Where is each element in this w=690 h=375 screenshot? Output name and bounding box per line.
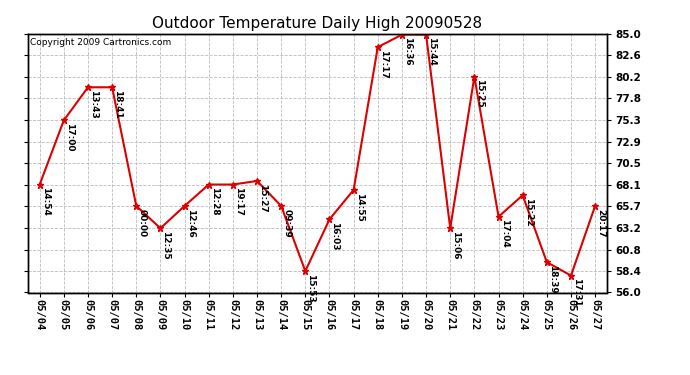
Text: 17:04: 17:04 — [500, 219, 509, 248]
Text: 18:39: 18:39 — [548, 265, 557, 294]
Text: 20:17: 20:17 — [596, 209, 605, 237]
Text: Copyright 2009 Cartronics.com: Copyright 2009 Cartronics.com — [30, 38, 172, 46]
Text: 15:44: 15:44 — [427, 38, 436, 66]
Text: 12:46: 12:46 — [186, 209, 195, 237]
Text: 17:17: 17:17 — [379, 50, 388, 79]
Text: 14:55: 14:55 — [355, 193, 364, 221]
Text: 18:41: 18:41 — [113, 90, 122, 119]
Text: 17:31: 17:31 — [572, 278, 581, 307]
Text: 12:35: 12:35 — [161, 231, 170, 260]
Title: Outdoor Temperature Daily High 20090528: Outdoor Temperature Daily High 20090528 — [152, 16, 482, 31]
Text: 14:54: 14:54 — [41, 188, 50, 216]
Text: 15:06: 15:06 — [451, 231, 460, 260]
Text: 12:28: 12:28 — [210, 188, 219, 216]
Text: 13:43: 13:43 — [89, 90, 98, 119]
Text: 15:22: 15:22 — [524, 198, 533, 226]
Text: 15:27: 15:27 — [258, 184, 267, 213]
Text: 17:00: 17:00 — [65, 123, 74, 152]
Text: 09:39: 09:39 — [282, 209, 291, 237]
Text: 15:25: 15:25 — [475, 80, 484, 108]
Text: 16:03: 16:03 — [331, 222, 339, 251]
Text: 16:36: 16:36 — [403, 38, 412, 66]
Text: 19:17: 19:17 — [234, 188, 243, 216]
Text: 15:53: 15:53 — [306, 274, 315, 303]
Text: 00:00: 00:00 — [137, 209, 146, 237]
